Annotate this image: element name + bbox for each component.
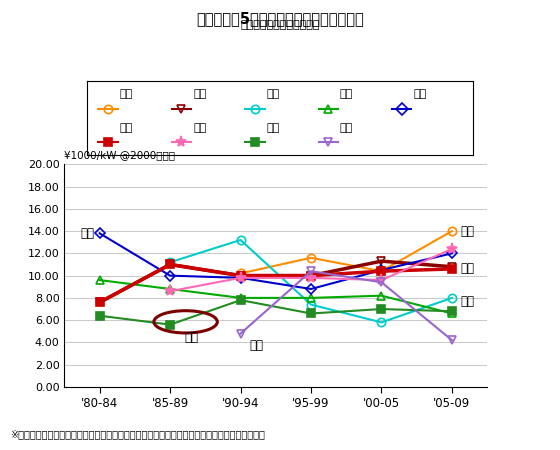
Text: 東北: 東北 — [267, 90, 280, 99]
Text: 東京: 東京 — [184, 331, 198, 344]
Text: 関西: 関西 — [460, 262, 474, 275]
Text: 北海: 北海 — [460, 225, 474, 238]
Text: 関西: 関西 — [120, 123, 133, 133]
Text: 電力会社別5年平均設備容量当修繕費推移: 電力会社別5年平均設備容量当修繕費推移 — [196, 11, 364, 26]
Text: 九州: 九州 — [193, 123, 206, 133]
Text: 四国: 四国 — [193, 90, 206, 99]
Text: 中国: 中国 — [80, 227, 94, 240]
Text: ¥1000/kW @2000年実質: ¥1000/kW @2000年実質 — [64, 150, 175, 160]
Text: ※　厳密には各号機毎の修繕費推移などを吟味する必要があるが当該情報は公開されていない。: ※ 厳密には各号機毎の修繕費推移などを吟味する必要があるが当該情報は公開されてい… — [10, 429, 265, 439]
Text: （出典：有価証券報告書）: （出典：有価証券報告書） — [240, 20, 320, 30]
Text: 東京: 東京 — [267, 123, 280, 133]
Text: 北陸: 北陸 — [340, 123, 353, 133]
Text: 北陸: 北陸 — [249, 339, 263, 352]
Text: 中国: 中国 — [413, 90, 427, 99]
Text: 北海: 北海 — [120, 90, 133, 99]
Text: 東北: 東北 — [460, 295, 474, 308]
Text: 中部: 中部 — [340, 90, 353, 99]
